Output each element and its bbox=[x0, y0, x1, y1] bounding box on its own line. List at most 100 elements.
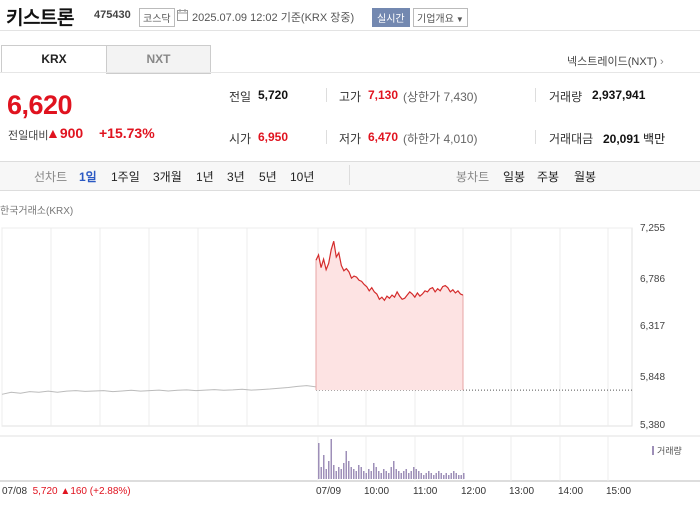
candle-weekly[interactable]: 주봉 bbox=[537, 170, 560, 184]
prev-close: 5,720 bbox=[32, 486, 58, 497]
volume-value: 2,937,941 bbox=[592, 88, 646, 102]
period-1y[interactable]: 1년 bbox=[196, 170, 214, 184]
open-value: 6,950 bbox=[258, 130, 289, 144]
volume-bar bbox=[343, 463, 345, 479]
high-value: 7,130 bbox=[368, 88, 399, 102]
x-tick-label: 10:00 bbox=[364, 486, 390, 497]
prev-label: 전일 bbox=[229, 90, 252, 104]
divider bbox=[535, 88, 536, 102]
volume-bar bbox=[448, 475, 450, 479]
volume-bar bbox=[380, 473, 382, 479]
volume-bar bbox=[378, 471, 380, 479]
volume-bar bbox=[318, 443, 320, 479]
period-10y[interactable]: 10년 bbox=[290, 170, 315, 184]
prev-change-pct: (+2.88%) bbox=[89, 486, 131, 497]
period-1d[interactable]: 1일 bbox=[79, 170, 97, 184]
x-tick-label: 13:00 bbox=[509, 486, 535, 497]
candle-daily[interactable]: 일봉 bbox=[503, 170, 526, 184]
series-today-line bbox=[315, 241, 464, 302]
volume-bar bbox=[353, 469, 355, 479]
calendar-icon bbox=[177, 9, 188, 21]
volume-bar bbox=[453, 471, 455, 479]
volume-bar bbox=[440, 473, 442, 479]
divider bbox=[0, 72, 700, 73]
volume-bar bbox=[363, 471, 365, 479]
volume-bar bbox=[398, 471, 400, 479]
volume-bar bbox=[420, 473, 422, 479]
low-label: 저가 bbox=[339, 132, 362, 146]
chevron-down-icon: ▼ bbox=[455, 15, 464, 24]
current-price: 6,620 bbox=[7, 90, 73, 120]
amount-label: 거래대금 bbox=[549, 132, 594, 146]
volume-bar bbox=[423, 475, 425, 479]
market-badge: 코스닥 bbox=[139, 8, 175, 27]
volume-bar bbox=[330, 439, 332, 479]
volume-legend: 거래량 bbox=[652, 444, 682, 457]
period-3y[interactable]: 3년 bbox=[227, 170, 245, 184]
volume-label: 거래량 bbox=[549, 90, 583, 104]
divider bbox=[535, 130, 536, 144]
prev-date: 07/08 bbox=[2, 486, 28, 497]
prev-change: 160 bbox=[70, 486, 87, 497]
divider bbox=[0, 30, 700, 31]
stock-code: 475430 bbox=[94, 9, 131, 21]
chart-source: 한국거래소(KRX) bbox=[0, 206, 74, 217]
volume-bar bbox=[450, 473, 452, 479]
change-value: ▲900 bbox=[46, 125, 83, 141]
volume-bar bbox=[463, 473, 465, 479]
realtime-button[interactable]: 실시간 bbox=[372, 8, 410, 27]
price-chart[interactable] bbox=[0, 215, 700, 485]
volume-bar bbox=[418, 471, 420, 479]
volume-bar bbox=[323, 455, 325, 479]
corp-overview-button[interactable]: 기업개요 ▼ bbox=[413, 8, 468, 27]
y-tick-label: 7,255 bbox=[640, 223, 666, 234]
as-of-time: 2025.07.09 12:02 기준(KRX 장중) bbox=[192, 12, 355, 24]
x-tick-label: 15:00 bbox=[606, 486, 632, 497]
volume-bar bbox=[333, 465, 335, 479]
volume-bar bbox=[393, 461, 395, 479]
volume-bar bbox=[328, 461, 330, 479]
amount-value: 20,091 백만 bbox=[603, 130, 665, 147]
volume-bar bbox=[430, 473, 432, 479]
low-value: 6,470 bbox=[368, 130, 399, 144]
corp-overview-label: 기업개요 bbox=[417, 14, 454, 25]
change-amount: 900 bbox=[59, 125, 84, 141]
volume-bar bbox=[385, 471, 387, 479]
volume-bar bbox=[335, 471, 337, 479]
change-label: 전일대비 bbox=[8, 130, 49, 142]
nxt-link-label: 넥스트레이드(NXT) bbox=[567, 56, 658, 68]
x-tick-label: 11:00 bbox=[413, 486, 438, 497]
volume-bar bbox=[438, 471, 440, 479]
volume-bar bbox=[355, 471, 357, 479]
tab-krx[interactable]: KRX bbox=[1, 45, 107, 73]
volume-bar bbox=[368, 469, 370, 479]
period-5y[interactable]: 5년 bbox=[259, 170, 277, 184]
period-1w[interactable]: 1주일 bbox=[111, 170, 140, 184]
y-tick-label: 5,848 bbox=[640, 372, 666, 383]
volume-swatch bbox=[652, 446, 654, 455]
nxt-link[interactable]: 넥스트레이드(NXT) › bbox=[567, 53, 664, 69]
tab-nxt[interactable]: NXT bbox=[106, 45, 211, 74]
volume-bar bbox=[390, 467, 392, 479]
volume-bar bbox=[425, 473, 427, 479]
volume-bar bbox=[433, 475, 435, 479]
lower-limit: (하한가 4,010) bbox=[403, 132, 478, 146]
volume-bar bbox=[383, 469, 385, 479]
volume-bar bbox=[460, 475, 462, 479]
volume-bar bbox=[408, 473, 410, 479]
volume-bar bbox=[435, 473, 437, 479]
volume-bar bbox=[413, 467, 415, 479]
chevron-right-icon: › bbox=[660, 56, 664, 68]
period-3m[interactable]: 3개월 bbox=[153, 170, 182, 184]
y-tick-label: 5,380 bbox=[640, 420, 666, 431]
y-tick-label: 6,786 bbox=[640, 274, 666, 285]
upper-limit: (상한가 7,430) bbox=[403, 90, 478, 104]
volume-bar bbox=[350, 467, 352, 479]
series-prev-day-line bbox=[1, 385, 317, 395]
candle-monthly[interactable]: 월봉 bbox=[574, 170, 597, 184]
volume-bar bbox=[338, 467, 340, 479]
divider bbox=[349, 165, 350, 185]
volume-bar bbox=[458, 475, 460, 479]
volume-bar bbox=[428, 471, 430, 479]
x-tick-label: 12:00 bbox=[461, 486, 487, 497]
